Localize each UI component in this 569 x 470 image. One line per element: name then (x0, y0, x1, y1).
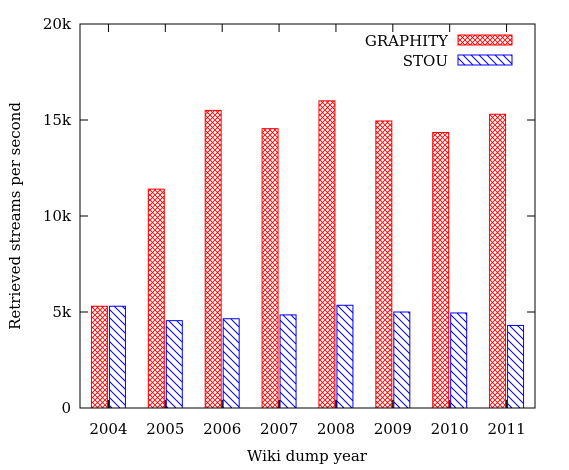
x-tick-label: 2010 (431, 420, 469, 438)
bar-stou-2008 (336, 304, 354, 409)
y-tick-label: 5k (52, 303, 72, 321)
y-axis-label: Retrieved streams per second (6, 102, 24, 330)
bar-stou-2006 (222, 318, 240, 409)
bar-graphity-2011 (489, 113, 507, 409)
plot-area: 0 5k 10k 15k 20k 2004 2005 2006 2007 2008 2009 2010… (43, 15, 536, 438)
x-tick-label: 2004 (89, 420, 127, 438)
bar-stou-2005 (165, 320, 183, 409)
bar-stou-2004 (108, 305, 126, 409)
bar-stou-2011 (507, 324, 525, 409)
bar-graphity-2005 (147, 188, 165, 409)
bar-graphity-2008 (318, 100, 336, 409)
x-tick-label: 2007 (260, 420, 298, 438)
bar-stou-2010 (450, 312, 468, 409)
y-tick-label: 20k (43, 15, 72, 33)
y-tick-label: 15k (43, 111, 72, 129)
y-tick-label: 10k (43, 207, 72, 225)
bar-graphity-2006 (204, 109, 222, 409)
bar-stou-2009 (393, 311, 411, 409)
legend-label-stou: STOU (403, 52, 448, 70)
bar-stou-2007 (279, 314, 297, 409)
x-tick-label: 2006 (203, 420, 241, 438)
bar-graphity-2010 (432, 131, 450, 409)
x-tick-label: 2009 (374, 420, 412, 438)
y-tick-label: 0 (61, 399, 71, 417)
legend: GRAPHITY STOU (365, 32, 513, 70)
bar-graphity-2009 (375, 120, 393, 409)
bar-graphity-2004 (90, 305, 108, 409)
legend-swatch-graphity (457, 34, 513, 46)
bar-graphity-2007 (261, 128, 279, 409)
x-tick-label: 2005 (146, 420, 184, 438)
legend-label-graphity: GRAPHITY (365, 32, 449, 50)
x-tick-label: 2008 (317, 420, 355, 438)
x-tick-label: 2011 (487, 420, 525, 438)
legend-swatch-stou (457, 54, 513, 66)
x-axis-label: Wiki dump year (247, 447, 368, 465)
